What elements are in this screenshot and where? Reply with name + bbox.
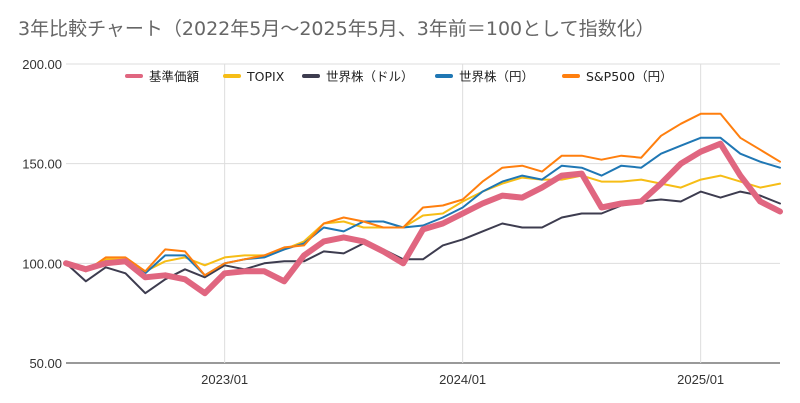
y-tick-label: 200.00	[22, 57, 62, 72]
y-tick-label: 100.00	[22, 256, 62, 271]
legend-label-2: 世界株（ドル）	[326, 69, 414, 84]
y-axis-ticks: 50.00 100.00 150.00 200.00	[22, 57, 62, 371]
chart-title: 3年比較チャート（2022年5月～2025年5月、3年前＝100として指数化）	[18, 18, 655, 40]
x-tick-label: 2023/01	[201, 372, 248, 387]
grid-lines	[66, 63, 780, 364]
series-line-1	[65, 174, 781, 273]
legend-label-4: S&P500（円）	[586, 69, 673, 84]
series-line-2	[65, 190, 781, 295]
y-tick-label: 50.00	[29, 356, 62, 371]
legend-label-1: TOPIX	[246, 69, 285, 84]
series-line-4	[65, 112, 781, 277]
legend: 基準価額 TOPIX 世界株（ドル） 世界株（円） S&P500（円）	[125, 69, 673, 84]
x-axis-ticks: 2023/01 2024/01 2025/01	[201, 372, 724, 387]
series-line-0	[63, 140, 783, 297]
series-lines	[63, 112, 783, 297]
x-tick-label: 2025/01	[677, 372, 724, 387]
x-tick-label: 2024/01	[439, 372, 486, 387]
legend-label-3: 世界株（円）	[459, 69, 534, 84]
series-line-3	[65, 136, 781, 277]
y-tick-label: 150.00	[22, 157, 62, 172]
legend-label-0: 基準価額	[149, 69, 200, 84]
